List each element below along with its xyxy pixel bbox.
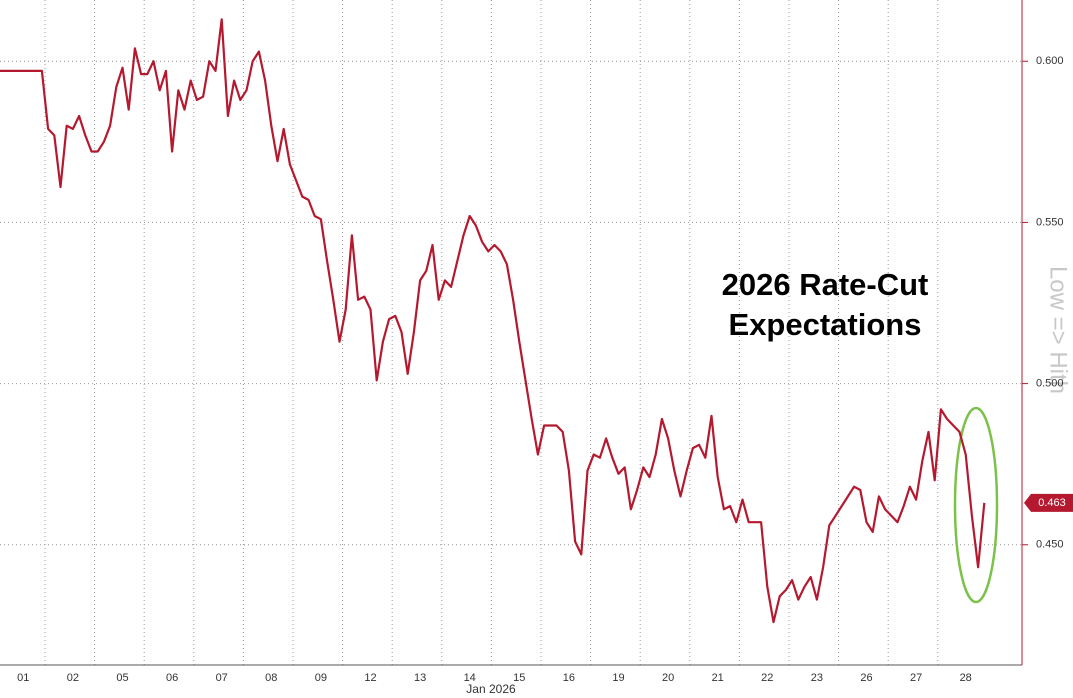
last-value-label: 0.463 [1038,497,1066,509]
x-tick-label: 14 [464,672,476,684]
x-axis-label: Jan 2026 [466,682,516,696]
x-tick-label: 22 [761,672,773,684]
last-value-tag [1024,493,1073,512]
x-tick-label: 13 [414,672,426,684]
x-tick-label: 26 [860,672,872,684]
line [0,18,986,624]
x-tick-label: 05 [116,672,128,684]
x-tick-label: 19 [612,672,624,684]
x-tick-label: 08 [265,672,277,684]
annotation: 2026 Rate-Cut [722,267,929,302]
x-tick-label: 28 [960,672,972,684]
y-tick-label: 0.600 [1036,55,1064,67]
y-axis-label: Low => Hith [1045,266,1072,394]
x-tick-label: 15 [513,672,525,684]
x-tick-label: 07 [216,672,228,684]
x-tick-label: 16 [563,672,575,684]
x-tick-label: 21 [712,672,724,684]
x-tick-label: 20 [662,672,674,684]
y-tick-label: 0.450 [1036,539,1064,551]
x-tick-label: 27 [910,672,922,684]
x-tick-label: 01 [17,672,29,684]
x-tick-label: 09 [315,672,327,684]
x-tick-label: 23 [811,672,823,684]
x-tick-label: 06 [166,672,178,684]
x-tick-label: 02 [67,672,79,684]
y-tick-label: 0.500 [1036,377,1064,389]
y-tick-label: 0.550 [1036,216,1064,228]
x-tick-label: 12 [364,672,376,684]
highlight-ellipse [953,406,999,604]
annotation: Expectations [729,307,922,342]
